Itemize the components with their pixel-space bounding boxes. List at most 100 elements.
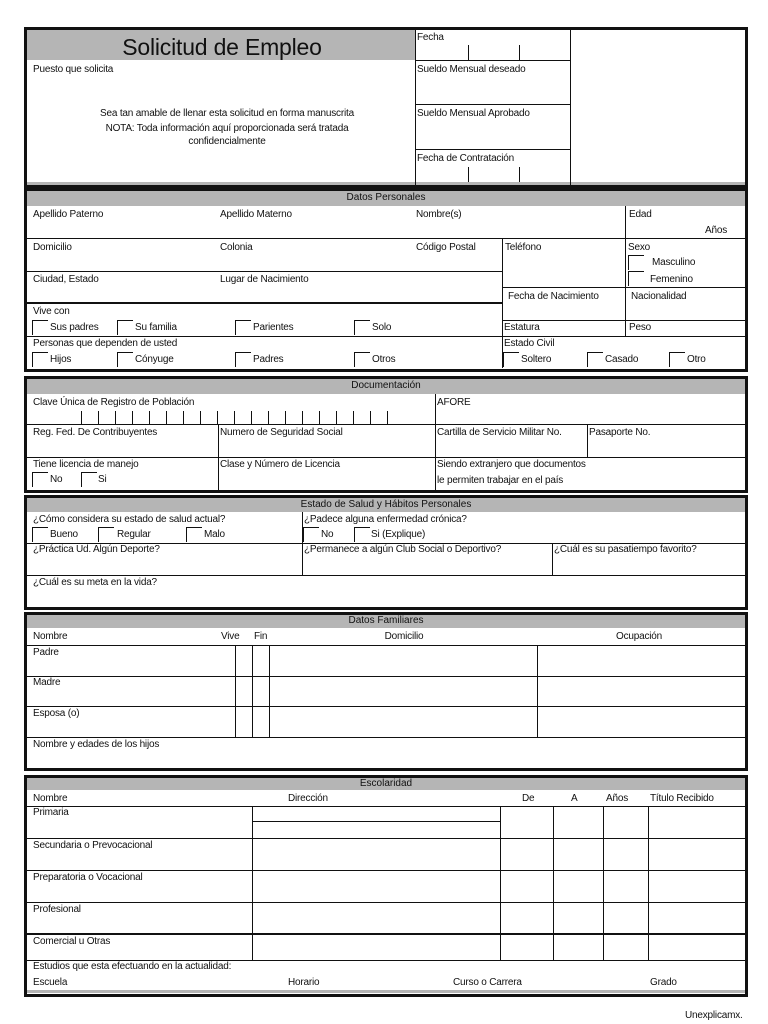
- personal-section: [24, 188, 748, 372]
- estatura-field[interactable]: Estatura: [504, 322, 540, 333]
- licencia-label: Tiene licencia de manejo: [33, 459, 139, 470]
- salud-malo-checkbox[interactable]: [186, 527, 202, 542]
- rule-line: [27, 806, 745, 807]
- apellido-paterno-field[interactable]: Apellido Paterno: [33, 209, 104, 220]
- option-label: Otros: [372, 354, 396, 365]
- curp-tick: [234, 411, 235, 424]
- vive-solo-checkbox[interactable]: [354, 320, 370, 335]
- rule-line: [235, 645, 236, 737]
- cronica-si-checkbox[interactable]: [354, 527, 370, 542]
- rule-line: [27, 271, 502, 272]
- curp-field[interactable]: Clave Única de Registro de Población: [33, 397, 195, 408]
- escolaridad-section: [24, 775, 748, 997]
- pasaporte-field[interactable]: Pasaporte No.: [589, 427, 651, 438]
- rule-line: [603, 806, 604, 960]
- column-header: Vive: [221, 631, 240, 642]
- rule-line: [415, 30, 416, 185]
- deporte-field[interactable]: ¿Práctica Ud. Algún Deporte?: [33, 544, 160, 555]
- option-label: Bueno: [50, 529, 78, 540]
- meta-field[interactable]: ¿Cuál es su meta en la vida?: [33, 577, 157, 588]
- sueldo-deseado-field[interactable]: Sueldo Mensual deseado: [417, 64, 526, 75]
- rfc-field[interactable]: Reg. Fed. De Contribuyentes: [33, 427, 158, 438]
- option-label: Otro: [687, 354, 706, 365]
- extranjero-field[interactable]: Siendo extranjero que documentos: [437, 459, 586, 470]
- femenino-checkbox[interactable]: [628, 271, 644, 286]
- rule-line: [27, 960, 745, 961]
- licencia-no-checkbox[interactable]: [32, 472, 48, 487]
- curp-tick: [200, 411, 201, 424]
- cronica-no-checkbox[interactable]: [303, 527, 319, 542]
- puesto-field[interactable]: Puesto que solicita: [33, 64, 114, 75]
- dep-conyuge-checkbox[interactable]: [117, 352, 133, 367]
- edad-field[interactable]: Edad: [629, 209, 652, 220]
- curp-tick: [98, 411, 99, 424]
- telefono-field[interactable]: Teléfono: [505, 242, 542, 253]
- vive-parientes-checkbox[interactable]: [235, 320, 251, 335]
- lugar-nacimiento-field[interactable]: Lugar de Nacimiento: [220, 274, 309, 285]
- rule-line: [218, 424, 219, 490]
- club-field[interactable]: ¿Permanece a algún Club Social o Deporti…: [304, 544, 502, 555]
- column-header: De: [522, 793, 535, 804]
- pasatiempo-field[interactable]: ¿Cuál es su pasatiempo favorito?: [554, 544, 697, 555]
- afore-field[interactable]: AFORE: [437, 397, 471, 408]
- rule-line: [500, 806, 501, 960]
- sueldo-aprobado-field[interactable]: Sueldo Mensual Aprobado: [417, 108, 530, 119]
- cartilla-field[interactable]: Cartilla de Servicio Militar No.: [437, 427, 562, 438]
- curp-tick: [81, 411, 82, 424]
- rule-line: [252, 645, 253, 737]
- ciudad-field[interactable]: Ciudad, Estado: [33, 274, 99, 285]
- civil-soltero-checkbox[interactable]: [503, 352, 519, 367]
- colonia-field[interactable]: Colonia: [220, 242, 253, 253]
- curp-tick: [370, 411, 371, 424]
- nss-field[interactable]: Numero de Seguridad Social: [220, 427, 343, 438]
- rule-line: [553, 806, 554, 960]
- masculino-label: Masculino: [652, 257, 696, 268]
- dep-otros-checkbox[interactable]: [354, 352, 370, 367]
- curp-tick: [166, 411, 167, 424]
- section-band: Datos Familiares: [27, 615, 745, 628]
- rule-line: [27, 238, 745, 239]
- curp-tick: [319, 411, 320, 424]
- row-label: Primaria: [33, 807, 69, 818]
- clase-licencia-field[interactable]: Clase y Número de Licencia: [220, 459, 340, 470]
- dep-hijos-checkbox[interactable]: [32, 352, 48, 367]
- grado-field[interactable]: Grado: [650, 977, 677, 988]
- fecha-contratacion-field[interactable]: Fecha de Contratación: [417, 153, 514, 164]
- codigo-postal-field[interactable]: Código Postal: [416, 242, 476, 253]
- rule-line: [27, 457, 745, 458]
- peso-field[interactable]: Peso: [629, 322, 651, 333]
- rule-line: [27, 870, 745, 871]
- apellido-materno-field[interactable]: Apellido Materno: [220, 209, 292, 220]
- vive-sus-padres-checkbox[interactable]: [32, 320, 48, 335]
- extranjero-field-line2: le permiten trabajar en el país: [437, 475, 564, 486]
- curp-tick: [353, 411, 354, 424]
- rule-line: [502, 238, 503, 368]
- civil-otro-checkbox[interactable]: [669, 352, 685, 367]
- salud-bueno-checkbox[interactable]: [32, 527, 48, 542]
- anos-label: Años: [705, 225, 727, 236]
- horario-field[interactable]: Horario: [288, 977, 320, 988]
- rule-line: [415, 149, 570, 150]
- rule-line: [269, 645, 270, 737]
- vive-su-familia-checkbox[interactable]: [117, 320, 133, 335]
- salud-regular-checkbox[interactable]: [98, 527, 114, 542]
- curp-tick: [149, 411, 150, 424]
- rule-line: [27, 302, 502, 304]
- rule-line: [27, 706, 745, 707]
- dep-padres-checkbox[interactable]: [235, 352, 251, 367]
- date-tick: [468, 45, 469, 60]
- curso-field[interactable]: Curso o Carrera: [453, 977, 522, 988]
- nombres-field[interactable]: Nombre(s): [416, 209, 462, 220]
- sexo-label: Sexo: [628, 242, 650, 253]
- masculino-checkbox[interactable]: [628, 255, 644, 270]
- licencia-si-checkbox[interactable]: [81, 472, 97, 487]
- escuela-field[interactable]: Escuela: [33, 977, 68, 988]
- nacionalidad-field[interactable]: Nacionalidad: [631, 291, 687, 302]
- rule-line: [502, 287, 745, 288]
- rule-line: [27, 676, 745, 677]
- fecha-field[interactable]: Fecha: [417, 32, 444, 43]
- civil-casado-checkbox[interactable]: [587, 352, 603, 367]
- domicilio-field[interactable]: Domicilio: [33, 242, 72, 253]
- instruction-line: confidencialmente: [188, 136, 266, 147]
- fecha-nacimiento-field[interactable]: Fecha de Nacimiento: [508, 291, 599, 302]
